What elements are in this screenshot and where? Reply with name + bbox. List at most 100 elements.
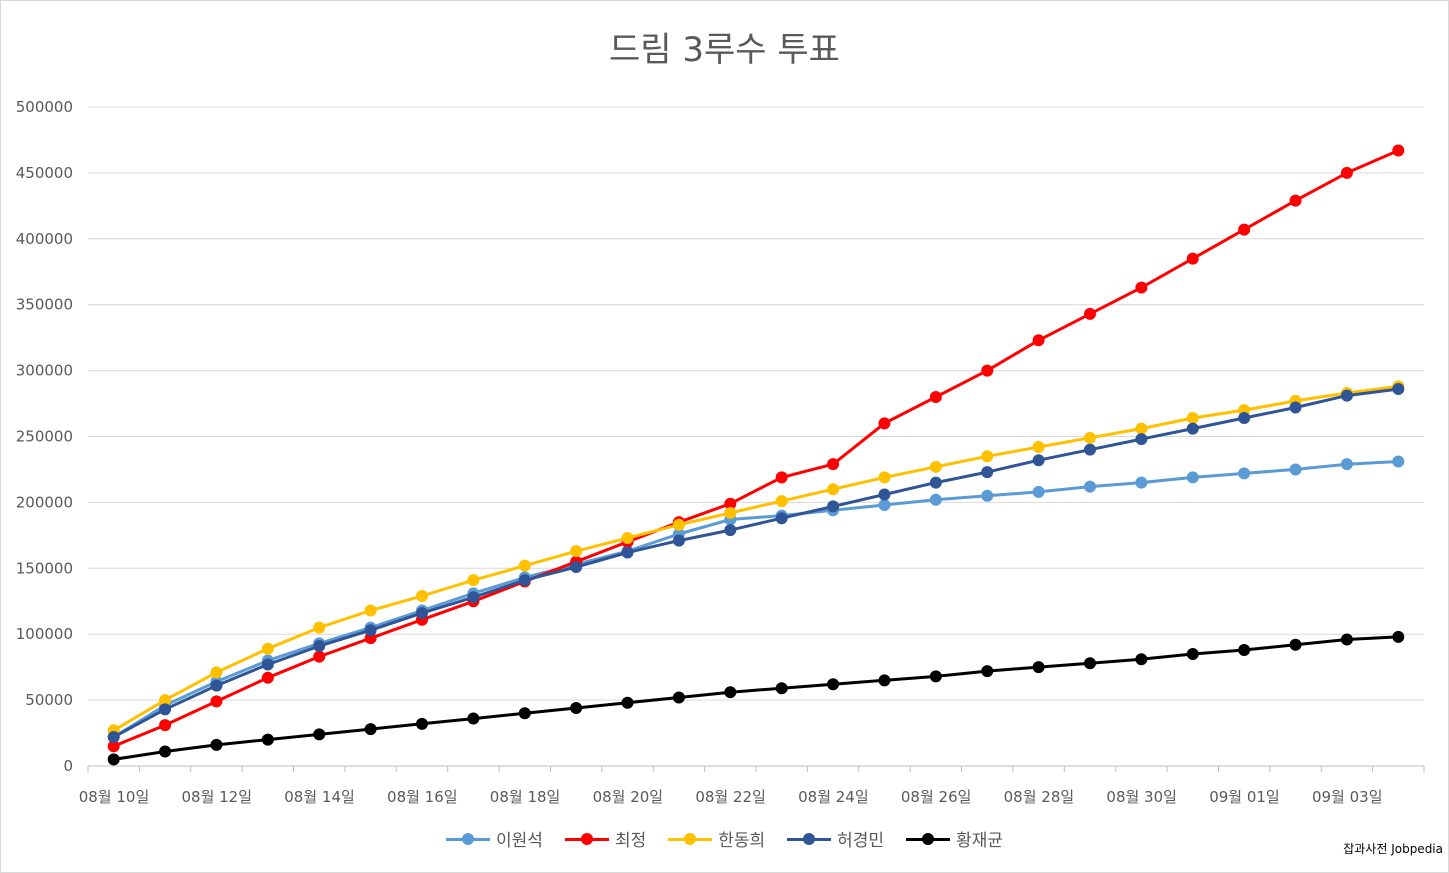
- data-point: [1289, 194, 1302, 207]
- data-point: [621, 696, 634, 709]
- data-point: [1238, 467, 1251, 480]
- x-tick-label: 08월 10일: [79, 788, 150, 806]
- data-point: [1186, 471, 1199, 484]
- data-point: [1135, 422, 1148, 435]
- data-point: [1392, 630, 1405, 643]
- data-point: [775, 495, 788, 508]
- data-point: [1340, 166, 1353, 179]
- legend-swatch: [787, 832, 832, 845]
- y-tick-label: 50000: [25, 691, 73, 709]
- legend-item: 최정: [564, 826, 647, 851]
- data-point: [775, 682, 788, 695]
- data-point: [929, 670, 942, 683]
- legend-item: 황재균: [906, 826, 1003, 851]
- x-tick-label: 08월 16일: [387, 788, 458, 806]
- legend-swatch: [668, 832, 713, 845]
- data-point: [1392, 144, 1405, 157]
- legend-label: 한동희: [718, 831, 766, 851]
- legend-swatch: [906, 832, 951, 845]
- y-tick-label: 450000: [16, 164, 73, 182]
- data-point: [364, 624, 377, 637]
- legend-swatch: [446, 832, 491, 845]
- data-point: [621, 546, 634, 559]
- data-point: [467, 712, 480, 725]
- data-point: [1032, 454, 1045, 467]
- data-point: [1135, 476, 1148, 489]
- y-tick-label: 250000: [16, 428, 73, 446]
- data-point: [261, 671, 274, 684]
- data-point: [1032, 441, 1045, 454]
- data-point: [1186, 412, 1199, 425]
- data-point: [313, 621, 326, 634]
- data-point: [929, 476, 942, 489]
- data-point: [107, 753, 120, 766]
- y-tick-label: 150000: [16, 559, 73, 577]
- data-point: [1289, 401, 1302, 414]
- data-point: [518, 707, 531, 720]
- data-point: [210, 695, 223, 708]
- data-point: [1340, 633, 1353, 646]
- y-tick-label: 400000: [16, 230, 73, 248]
- data-point: [929, 460, 942, 473]
- data-point: [878, 417, 891, 430]
- x-tick-label: 08월 24일: [798, 788, 869, 806]
- series-line: [113, 149, 1399, 748]
- legend-swatch: [564, 832, 609, 845]
- data-point: [1032, 485, 1045, 498]
- data-point: [621, 531, 634, 544]
- data-point: [107, 731, 120, 744]
- data-point: [570, 545, 583, 558]
- series-허경민: [107, 383, 1405, 744]
- data-point: [724, 524, 737, 537]
- data-point: [1289, 463, 1302, 476]
- data-point: [210, 679, 223, 692]
- source-credit: 잡과사전 Jobpedia: [1343, 842, 1443, 856]
- data-point: [1135, 281, 1148, 294]
- data-point: [1186, 422, 1199, 435]
- legend-label: 이원석: [496, 831, 543, 851]
- data-point: [1289, 638, 1302, 651]
- x-tick-label: 08월 12일: [181, 788, 252, 806]
- data-point: [672, 691, 685, 704]
- series-황재균: [107, 630, 1405, 766]
- data-point: [672, 518, 685, 531]
- y-tick-label: 300000: [16, 362, 73, 380]
- data-point: [981, 466, 994, 479]
- data-point: [1238, 644, 1251, 657]
- series-line: [113, 635, 1399, 761]
- legend-label: 최정: [614, 831, 647, 851]
- legend-item: 이원석: [446, 826, 543, 851]
- data-point: [1084, 431, 1096, 444]
- data-point: [827, 500, 840, 513]
- data-point: [1392, 383, 1405, 396]
- data-point: [827, 458, 840, 471]
- data-point: [981, 364, 994, 377]
- x-tick-label: 08월 18일: [490, 788, 561, 806]
- data-point: [1135, 433, 1148, 446]
- data-point: [1084, 443, 1096, 456]
- data-point: [1238, 412, 1251, 425]
- series-line: [112, 387, 1399, 739]
- data-point: [827, 483, 840, 496]
- series-line: [112, 460, 1399, 739]
- axes: 5000004500004000003500003000002500002000…: [16, 98, 1425, 806]
- data-point: [724, 686, 737, 699]
- data-point: [364, 723, 377, 736]
- series-한동희: [107, 380, 1405, 737]
- series-lines: [107, 144, 1405, 766]
- data-point: [981, 450, 994, 463]
- data-point: [261, 642, 274, 655]
- chart-legend: 이원석 최정 한동희 허경민 황재균: [0, 826, 1449, 851]
- data-point: [416, 717, 428, 730]
- data-point: [1135, 653, 1148, 666]
- data-point: [1340, 458, 1353, 471]
- x-tick-label: 08월 30일: [1106, 788, 1177, 806]
- data-point: [261, 733, 274, 746]
- data-point: [570, 560, 583, 573]
- data-point: [261, 658, 274, 671]
- x-tick-label: 09월 01일: [1209, 788, 1280, 806]
- x-tick-label: 08월 26일: [901, 788, 972, 806]
- data-point: [1238, 223, 1251, 236]
- data-point: [210, 666, 223, 679]
